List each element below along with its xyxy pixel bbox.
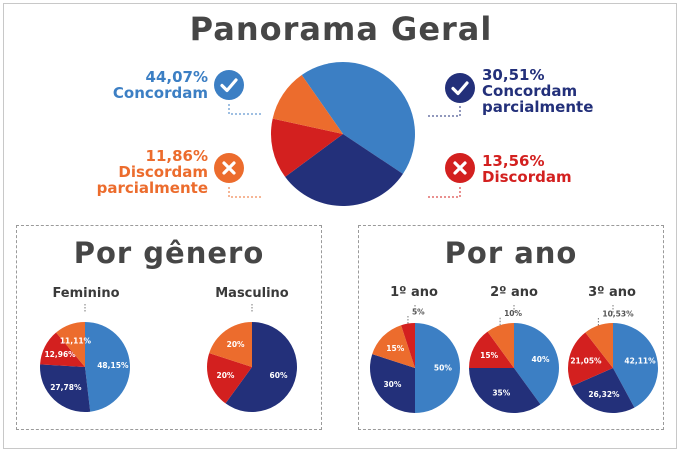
panel-por-ano: Por ano xyxy=(358,225,664,430)
pie-data-label: 60% xyxy=(270,371,288,380)
pie-data-label: 15% xyxy=(386,344,404,353)
pie-slice xyxy=(272,75,343,134)
pie-data-label: 26,32% xyxy=(588,390,620,399)
section-title-genero: Por gênero xyxy=(73,236,265,270)
panel-por-genero: Por gênero xyxy=(16,225,322,430)
pie-slice xyxy=(209,322,252,367)
pie-data-label: 10,53% xyxy=(602,309,634,318)
pie-slice xyxy=(271,118,343,177)
pie-slice xyxy=(39,364,91,412)
pie-data-label: 30% xyxy=(383,380,401,389)
pie-slice xyxy=(40,332,85,367)
legend-discordam-parcialmente: 11,86% Discordam parcialmente xyxy=(80,148,208,196)
pie-data-label: 27,78% xyxy=(50,383,82,392)
pie-data-label: 35% xyxy=(492,388,510,397)
pie-title-2-ano: 2º ano xyxy=(490,285,538,300)
pie-slice xyxy=(401,323,415,368)
pie-title-3-ano: 3º ano xyxy=(588,285,636,300)
legend-discordam-parcialmente-line1: Discordam xyxy=(118,163,208,181)
pie-data-label: 40% xyxy=(532,355,550,364)
pie-data-label: 11,11% xyxy=(60,336,92,345)
pie-slice xyxy=(613,323,659,408)
legend-discordam-parcialmente-line2: parcialmente xyxy=(96,179,208,197)
check-icon xyxy=(445,73,475,103)
pie-slice xyxy=(225,322,297,412)
legend-concordam-pct: 44,07% xyxy=(145,68,208,86)
pie-data-label: 12,96% xyxy=(44,350,76,359)
pie-slice xyxy=(206,353,252,404)
pie-slice xyxy=(487,323,514,368)
image-frame xyxy=(3,3,677,449)
legend-concordam: 44,07% Concordam xyxy=(96,69,208,101)
pie-slice xyxy=(285,134,403,207)
pie-slice xyxy=(415,323,460,413)
pie-slice xyxy=(469,368,541,413)
pie-data-label: 48,15% xyxy=(97,361,129,370)
legend-concordam-label: Concordam xyxy=(112,84,208,102)
pie-data-label: 20% xyxy=(227,340,245,349)
pie-slice xyxy=(585,323,613,368)
pie-data-label: 10% xyxy=(504,309,522,318)
legend-discordam-parcialmente-pct: 11,86% xyxy=(145,147,208,165)
x-icon xyxy=(445,153,475,183)
pie-data-label: 15% xyxy=(480,351,498,360)
legend-discordam: 13,56% Discordam xyxy=(482,153,602,185)
pie-title-feminino: Feminino xyxy=(52,286,120,301)
pie-slice xyxy=(301,61,415,174)
legend-concordam-parcialmente: 30,51% Concordam parcialmente xyxy=(482,67,612,115)
pie-title-1-ano: 1º ano xyxy=(390,285,438,300)
main-title: Panorama Geral xyxy=(189,10,493,48)
check-icon xyxy=(214,70,244,100)
pie-slice xyxy=(85,322,130,412)
legend-concordam-parcialmente-line2: parcialmente xyxy=(482,98,594,116)
legend-discordam-label: Discordam xyxy=(482,168,572,186)
pie-slice xyxy=(372,325,415,368)
section-title-ano: Por ano xyxy=(444,236,578,270)
pie-slice xyxy=(56,322,85,367)
pie-data-label: 20% xyxy=(216,371,234,380)
pie-title-masculino: Masculino xyxy=(215,286,289,301)
pie-slice xyxy=(370,354,415,413)
pie-data-label: 5% xyxy=(412,308,425,317)
legend-discordam-pct: 13,56% xyxy=(482,152,545,170)
pie-data-label: 50% xyxy=(434,364,452,373)
pie-slice xyxy=(514,323,559,405)
pie-slice xyxy=(571,368,635,414)
legend-concordam-parcialmente-line1: Concordam xyxy=(482,82,578,100)
pie-slice xyxy=(469,331,514,368)
x-icon xyxy=(214,153,244,183)
pie-slice xyxy=(567,332,613,387)
legend-concordam-parcialmente-pct: 30,51% xyxy=(482,66,545,84)
pie-data-label: 21,05% xyxy=(570,357,602,366)
pie-data-label: 42,11% xyxy=(624,357,656,366)
